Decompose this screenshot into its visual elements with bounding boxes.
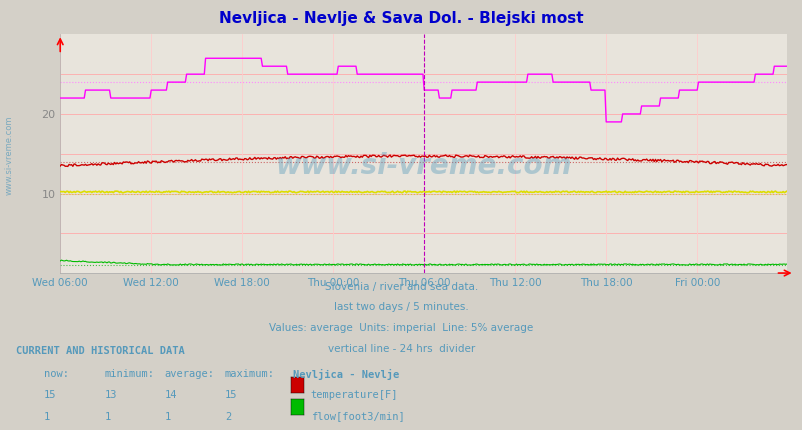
Text: Nevljica - Nevlje: Nevljica - Nevlje <box>293 369 399 380</box>
Text: 13: 13 <box>104 390 117 400</box>
Text: 1: 1 <box>164 412 171 421</box>
Text: 2: 2 <box>225 412 231 421</box>
Text: Slovenia / river and sea data.: Slovenia / river and sea data. <box>325 282 477 292</box>
Text: 1: 1 <box>44 412 51 421</box>
Text: Nevljica - Nevlje & Sava Dol. - Blejski most: Nevljica - Nevlje & Sava Dol. - Blejski … <box>219 11 583 26</box>
Text: average:: average: <box>164 369 214 378</box>
Text: Values: average  Units: imperial  Line: 5% average: Values: average Units: imperial Line: 5%… <box>269 323 533 333</box>
Text: 15: 15 <box>225 390 237 400</box>
Text: www.si-vreme.com: www.si-vreme.com <box>5 115 14 194</box>
Text: 1: 1 <box>104 412 111 421</box>
Text: temperature[F]: temperature[F] <box>310 390 398 400</box>
Text: minimum:: minimum: <box>104 369 154 378</box>
Text: vertical line - 24 hrs  divider: vertical line - 24 hrs divider <box>327 344 475 353</box>
Text: www.si-vreme.com: www.si-vreme.com <box>275 152 571 180</box>
Text: CURRENT AND HISTORICAL DATA: CURRENT AND HISTORICAL DATA <box>16 346 184 356</box>
Text: flow[foot3/min]: flow[foot3/min] <box>310 412 404 421</box>
Text: now:: now: <box>44 369 69 378</box>
Text: 15: 15 <box>44 390 57 400</box>
Text: last two days / 5 minutes.: last two days / 5 minutes. <box>334 302 468 312</box>
Text: maximum:: maximum: <box>225 369 274 378</box>
Text: 14: 14 <box>164 390 177 400</box>
